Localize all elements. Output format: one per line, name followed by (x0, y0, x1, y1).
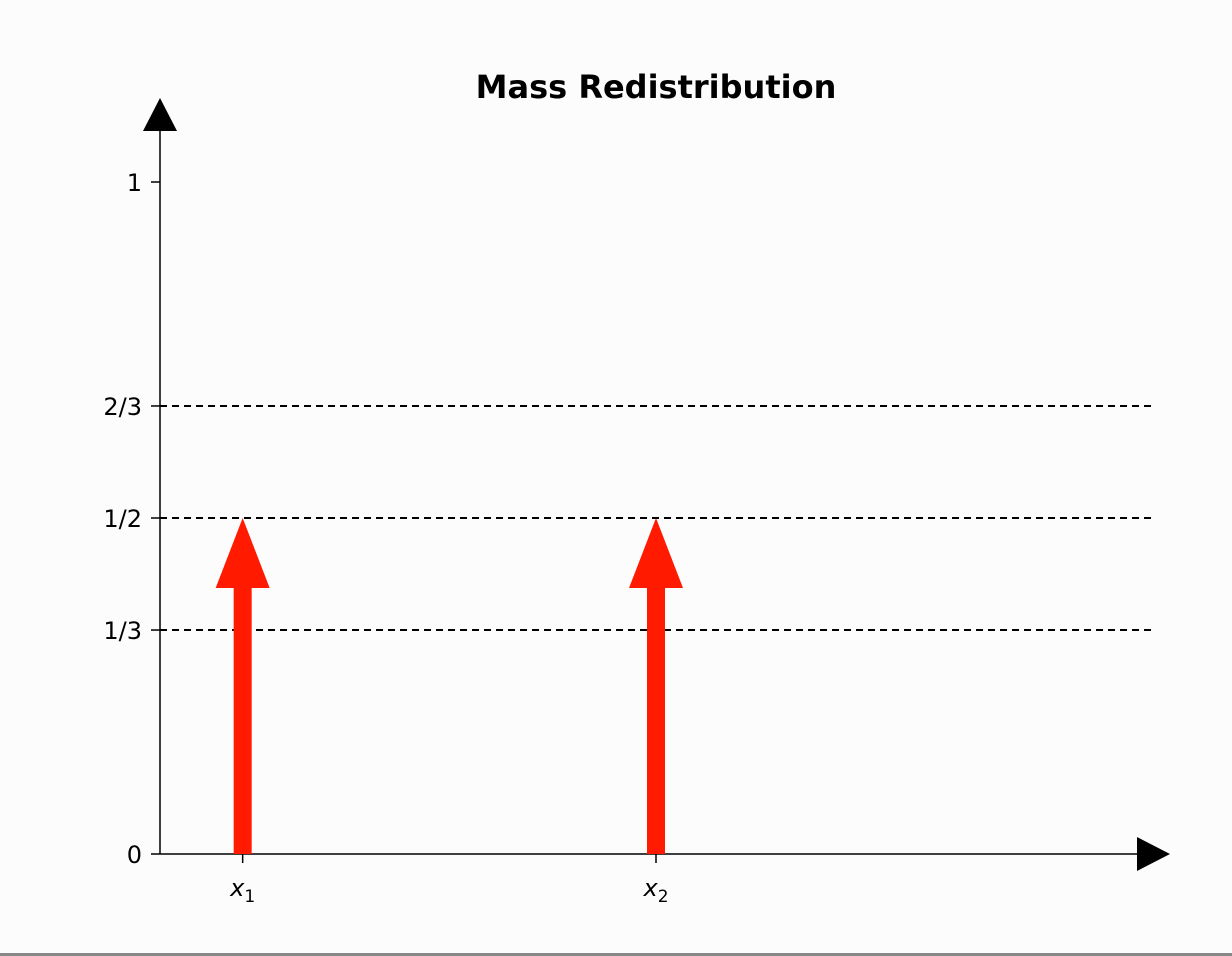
y-tick-label: 1 (127, 169, 142, 197)
y-axis-arrowhead (143, 98, 177, 131)
y-tick-label: 1/2 (103, 505, 142, 533)
y-tick-label: 2/3 (103, 393, 142, 421)
arrow-head (629, 518, 683, 588)
mass-arrow (215, 518, 270, 854)
chart-title: Mass Redistribution (475, 68, 837, 106)
bottom-rule (0, 953, 1232, 956)
arrow-head (215, 518, 270, 588)
y-tick-label: 1/3 (103, 617, 142, 645)
x-tick-label: x1 (229, 874, 255, 907)
x-axis-arrowhead (1137, 837, 1170, 871)
arrow-shaft (233, 586, 252, 854)
x-tick-label: x2 (642, 874, 668, 907)
mass-arrow (629, 518, 683, 854)
arrow-shaft (647, 586, 665, 854)
y-tick-label: 0 (127, 841, 142, 869)
